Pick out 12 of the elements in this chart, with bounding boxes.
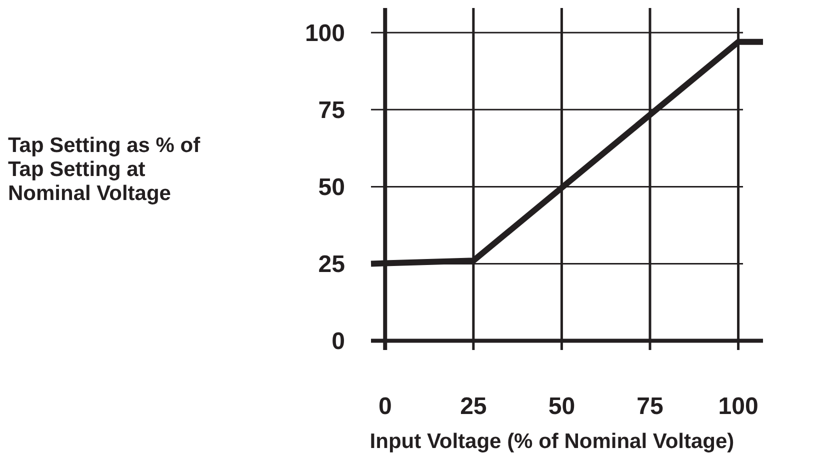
y-tick-label: 25 [318, 251, 345, 278]
x-tick-label: 50 [548, 393, 576, 420]
y-tick-label: 50 [318, 174, 345, 202]
x-tick-label: 0 [378, 393, 392, 420]
y-tick-label: 0 [332, 328, 345, 356]
x-tick-label: 100 [718, 393, 758, 420]
y-axis-title: Tap Setting as % of Tap Setting at Nominal Voltage [8, 134, 202, 205]
x-axis-title: Input Voltage (% of Nominal Voltage) [370, 430, 734, 453]
x-tick-label: 75 [636, 393, 664, 420]
y-tick-label: 100 [304, 20, 345, 48]
y-tick-label: 75 [318, 97, 345, 124]
x-tick-label: 25 [460, 393, 487, 420]
